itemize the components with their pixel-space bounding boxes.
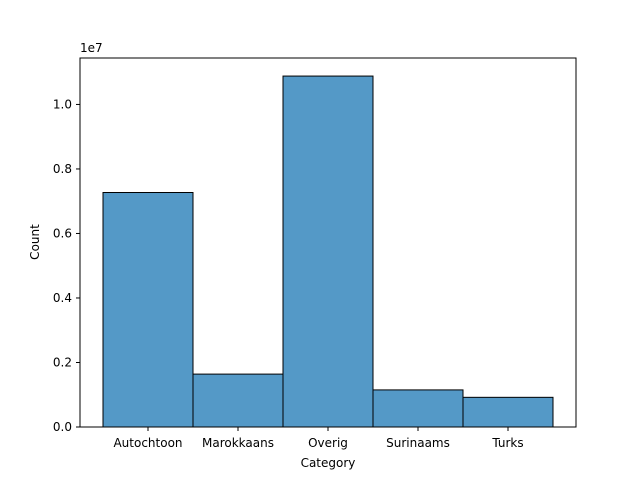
- bar-surinaams: [372, 389, 464, 428]
- y-tick-label: 0.0: [53, 420, 72, 434]
- bars-group: [102, 75, 554, 428]
- x-tick-label: Marokkaans: [202, 436, 274, 450]
- bar-overig: [282, 75, 374, 428]
- y-axis-scale-label: 1e7: [80, 41, 103, 55]
- bar-turks: [462, 396, 554, 428]
- bar-autochtoon: [102, 192, 194, 428]
- y-tick-label: 0.8: [53, 162, 72, 176]
- bar-marokkaans: [192, 373, 284, 428]
- y-axis-ticks: 0.0 0.2 0.4 0.6 0.8 1.0: [53, 97, 80, 434]
- y-axis-label: Count: [28, 224, 42, 260]
- y-tick-label: 0.2: [53, 355, 72, 369]
- x-axis-ticks: Autochtoon Marokkaans Overig Surinaams Turks: [113, 427, 524, 450]
- x-tick-label: Overig: [308, 436, 348, 450]
- y-tick-label: 1.0: [53, 97, 72, 111]
- y-tick-label: 0.4: [53, 291, 72, 305]
- y-tick-label: 0.6: [53, 226, 72, 240]
- x-tick-label: Surinaams: [386, 436, 450, 450]
- x-axis-label: Category: [301, 456, 356, 470]
- x-tick-label: Turks: [491, 436, 523, 450]
- x-tick-label: Autochtoon: [113, 436, 182, 450]
